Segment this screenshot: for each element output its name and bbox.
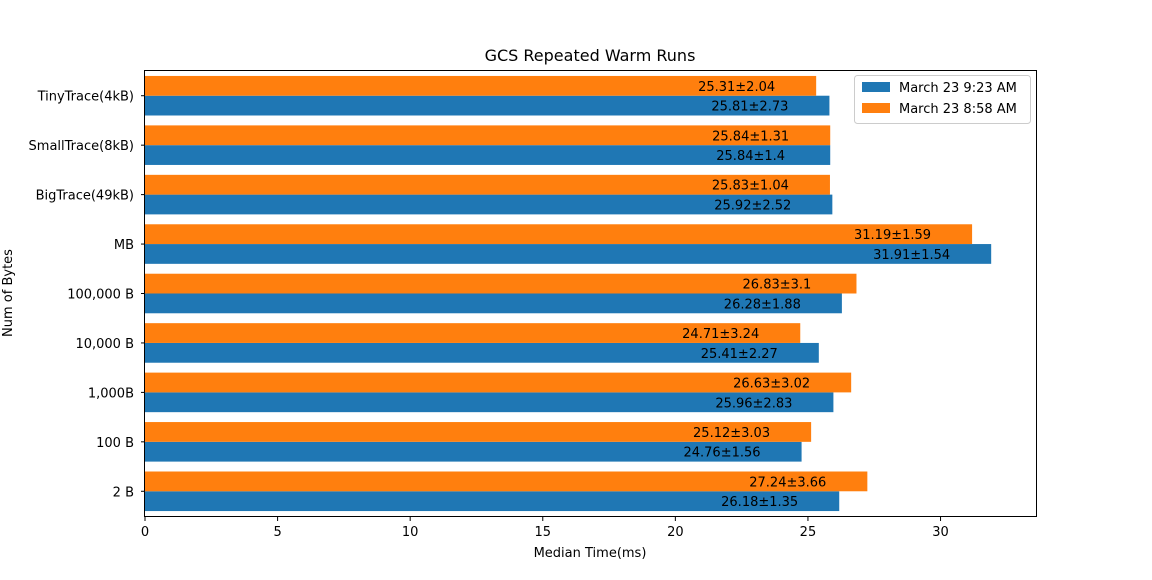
y-tick-label-2: 1,000B xyxy=(88,386,134,401)
bar-series2-4 xyxy=(145,273,857,294)
bar-label-series2-1: 25.12±3.03 xyxy=(693,426,770,441)
bar-label-series1-0: 26.18±1.35 xyxy=(721,495,798,510)
x-tick-label-5: 25 xyxy=(800,525,817,540)
bar-series1-7 xyxy=(145,145,831,165)
y-tick-label-0: 2 B xyxy=(113,485,134,500)
bar-series1-8 xyxy=(145,95,830,116)
bar-series2-5 xyxy=(145,224,973,245)
bar-series2-0 xyxy=(145,471,868,492)
y-tick-label-3: 10,000 B xyxy=(75,337,134,352)
x-tick-label-2: 10 xyxy=(402,525,419,540)
bar-series2-7 xyxy=(145,125,831,146)
bar-label-series2-2: 26.63±3.02 xyxy=(733,377,810,392)
bar-label-series2-0: 27.24±3.66 xyxy=(749,475,826,490)
y-tick-label-4: 100,000 B xyxy=(67,288,134,303)
bar-series2-3 xyxy=(145,323,801,343)
bar-series1-6 xyxy=(145,194,833,215)
y-axis-label: Num of Bytes xyxy=(1,249,16,337)
legend-swatch-1 xyxy=(862,82,890,92)
y-tick-label-7: SmallTrace(8kB) xyxy=(29,139,134,154)
bar-series1-3 xyxy=(145,342,819,363)
bar-label-series1-2: 25.96±2.83 xyxy=(715,396,792,411)
y-tick-label-8: TinyTrace(4kB) xyxy=(37,90,134,105)
bar-series2-1 xyxy=(145,422,812,442)
bar-series2-6 xyxy=(145,174,830,195)
x-axis-label: Median Time(ms) xyxy=(534,546,647,561)
y-tick-label-1: 100 B xyxy=(96,436,134,451)
legend: March 23 9:23 AM March 23 8:58 AM xyxy=(854,75,1031,124)
y-tick-label-6: BigTrace(49kB) xyxy=(36,189,134,204)
bar-label-series2-3: 24.71±3.24 xyxy=(682,327,759,342)
bar-series2-8 xyxy=(145,75,817,96)
y-tick-label-5: MB xyxy=(114,238,134,253)
chart-title: GCS Repeated Warm Runs xyxy=(485,46,696,65)
bar-series1-2 xyxy=(145,392,834,413)
bar-series1-0 xyxy=(145,491,840,512)
bar-series1-5 xyxy=(145,244,992,264)
bar-label-series1-7: 25.84±1.4 xyxy=(716,149,785,164)
x-axis: 0 5 10 15 20 25 30 xyxy=(141,516,949,540)
x-tick-label-0: 0 xyxy=(141,525,149,540)
bars-layer xyxy=(145,75,992,512)
bar-label-series2-7: 25.84±1.31 xyxy=(712,129,789,144)
bar-label-series1-5: 31.91±1.54 xyxy=(873,248,950,263)
x-tick-label-6: 30 xyxy=(932,525,949,540)
bar-label-series2-5: 31.19±1.59 xyxy=(854,228,931,243)
y-axis: 2 B 100 B 1,000B 10,000 B 100,000 B MB BigTrac… xyxy=(29,90,145,500)
bar-label-series1-4: 26.28±1.88 xyxy=(724,297,801,312)
bar-label-series1-1: 24.76±1.56 xyxy=(683,446,760,461)
x-tick-label-3: 15 xyxy=(534,525,551,540)
x-tick-label-1: 5 xyxy=(273,525,281,540)
bar-series2-2 xyxy=(145,372,852,393)
legend-label-1: March 23 9:23 AM xyxy=(899,81,1017,96)
bar-label-series1-8: 25.81±2.73 xyxy=(711,100,788,115)
bar-labels-layer: 26.18±1.35 27.24±3.66 24.76±1.56 25.12±3.03… xyxy=(682,80,950,510)
bar-label-series1-3: 25.41±2.27 xyxy=(701,347,778,362)
legend-swatch-2 xyxy=(862,103,890,113)
legend-label-2: March 23 8:58 AM xyxy=(899,102,1017,117)
bar-label-series1-6: 25.92±2.52 xyxy=(714,199,791,214)
bar-label-series2-4: 26.83±3.1 xyxy=(743,278,812,293)
bar-series1-1 xyxy=(145,441,802,462)
bar-label-series2-8: 25.31±2.04 xyxy=(698,80,775,95)
bar-series1-4 xyxy=(145,293,842,314)
x-tick-label-4: 20 xyxy=(667,525,684,540)
legend-box xyxy=(854,75,1031,124)
bar-label-series2-6: 25.83±1.04 xyxy=(712,179,789,194)
